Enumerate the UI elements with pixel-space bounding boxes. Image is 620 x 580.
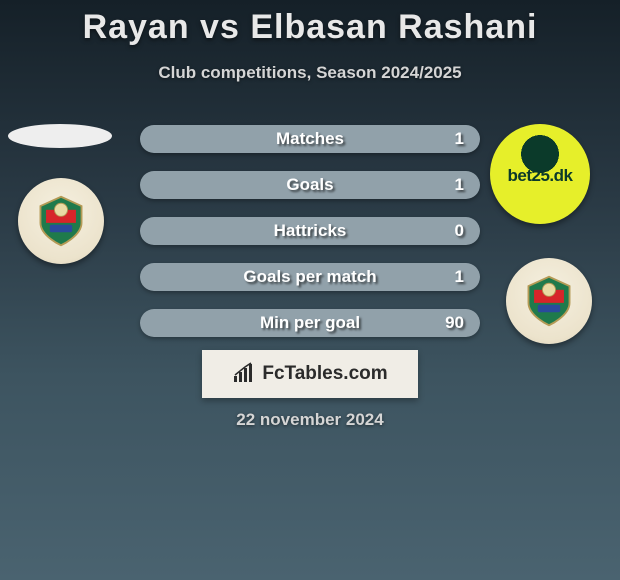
stat-row: Min per goal90	[140, 309, 480, 337]
stat-list: Matches1Goals1Hattricks0Goals per match1…	[140, 125, 480, 355]
shield-icon	[33, 193, 89, 249]
brand-panel: FcTables.com	[202, 350, 418, 398]
stat-row: Goals1	[140, 171, 480, 199]
badge-left	[18, 178, 104, 264]
stat-value: 0	[455, 221, 464, 241]
stat-value: 90	[445, 313, 464, 333]
stat-value: 1	[455, 129, 464, 149]
badge-right	[506, 258, 592, 344]
brand-text: FcTables.com	[262, 363, 387, 385]
stat-row: Hattricks0	[140, 217, 480, 245]
stat-label: Min per goal	[140, 313, 480, 333]
stat-label: Matches	[140, 129, 480, 149]
page-title: Rayan vs Elbasan Rashani	[0, 0, 620, 47]
stat-row: Goals per match1	[140, 263, 480, 291]
shield-icon	[521, 273, 577, 329]
sponsor-text: bet25.dk	[490, 166, 590, 186]
player-right-photo: bet25.dk	[490, 124, 590, 224]
stat-label: Hattricks	[140, 221, 480, 241]
stat-value: 1	[455, 267, 464, 287]
stat-value: 1	[455, 175, 464, 195]
stat-label: Goals per match	[140, 267, 480, 287]
bar-chart-icon	[232, 362, 256, 386]
page-subtitle: Club competitions, Season 2024/2025	[0, 63, 620, 83]
date-text: 22 november 2024	[0, 410, 620, 430]
stat-row: Matches1	[140, 125, 480, 153]
stat-label: Goals	[140, 175, 480, 195]
player-left-placeholder	[8, 124, 112, 148]
